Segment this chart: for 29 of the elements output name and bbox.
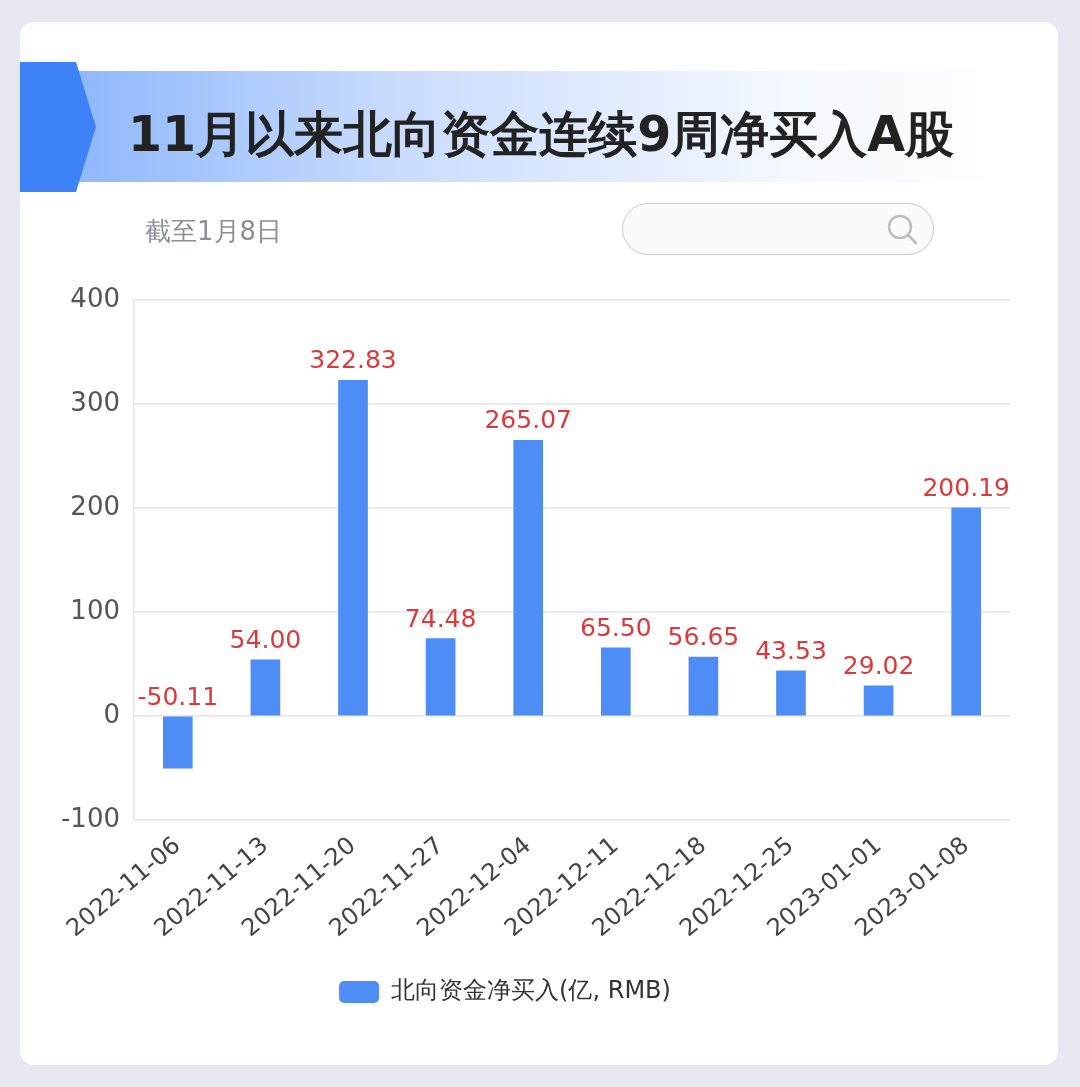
- legend-label: 北向资金净买入(亿, RMB): [391, 976, 671, 1005]
- y-tick-label: -100: [60, 802, 120, 833]
- bar: [338, 379, 368, 716]
- data-label: 54.00: [229, 624, 302, 654]
- bar: [863, 685, 894, 716]
- data-label: 200.19: [922, 472, 1010, 502]
- bar: [688, 656, 719, 716]
- bar: [513, 440, 544, 716]
- y-tick-label: 100: [70, 594, 120, 625]
- bar: [425, 638, 456, 716]
- bar: [600, 647, 631, 716]
- data-label: 74.48: [404, 603, 477, 633]
- data-label: 265.07: [484, 405, 572, 435]
- chart-title: 11月以来北向资金连续9周净买入A股: [128, 105, 956, 165]
- data-label: 56.65: [667, 622, 740, 652]
- y-tick-label: 300: [70, 386, 120, 417]
- data-label: 29.02: [842, 650, 915, 680]
- data-label: -50.11: [137, 681, 219, 711]
- y-tick-label: 200: [70, 490, 120, 521]
- data-label: 43.53: [755, 635, 827, 665]
- y-tick-label: 0: [103, 698, 120, 729]
- data-label: 322.83: [309, 345, 397, 375]
- y-tick-label: 400: [70, 282, 120, 313]
- bar: [951, 507, 982, 716]
- bar: [776, 670, 806, 716]
- data-label: 65.50: [580, 612, 652, 642]
- chart-subtitle: 截至1月8日: [145, 215, 283, 248]
- bar: [162, 716, 193, 769]
- bar: [250, 659, 281, 716]
